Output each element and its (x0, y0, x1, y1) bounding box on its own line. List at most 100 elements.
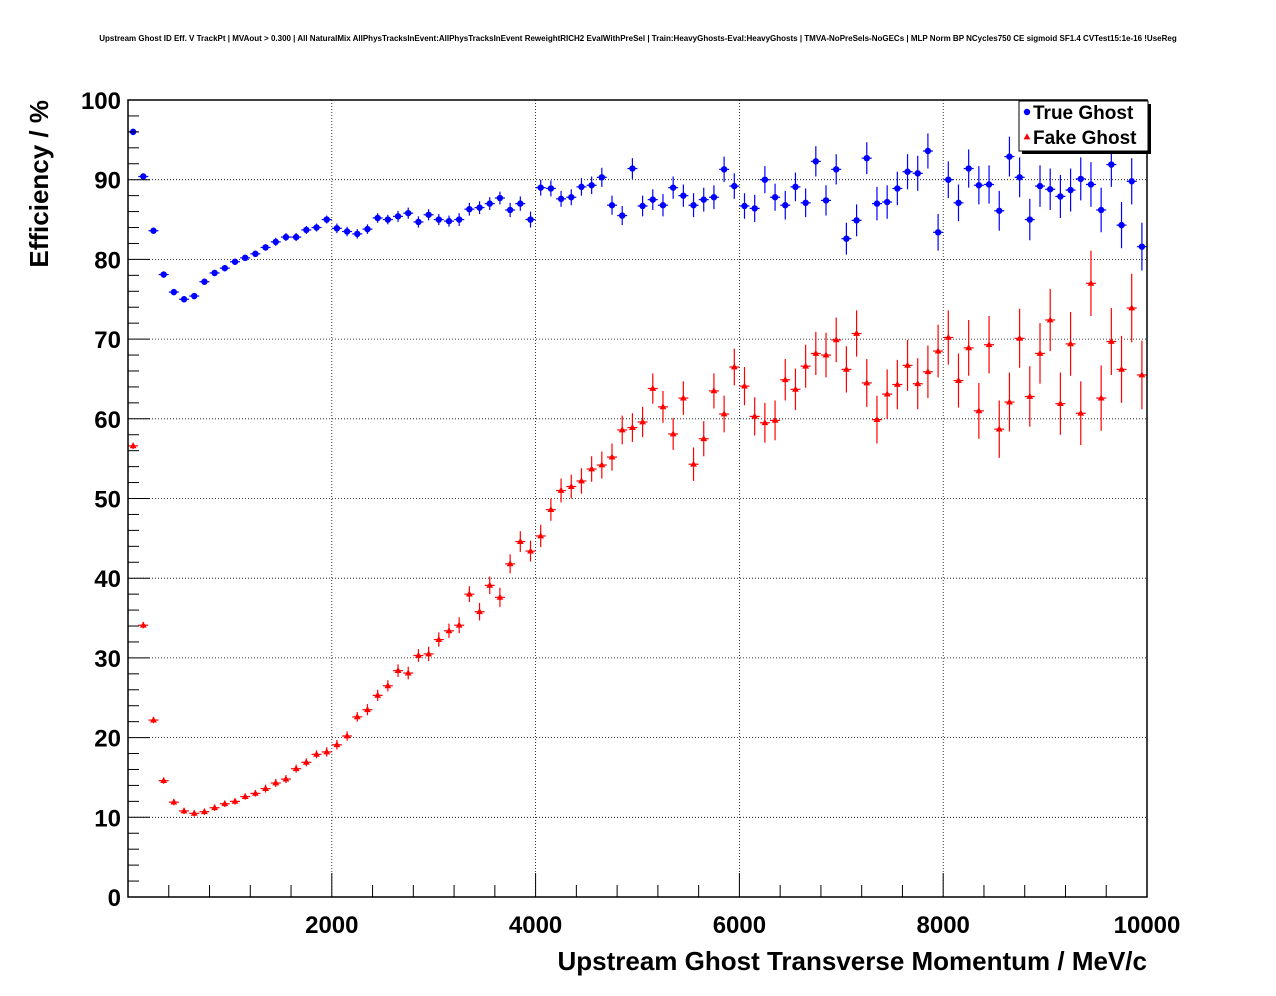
true-ghost-point (282, 233, 290, 241)
true-ghost-point (180, 296, 188, 303)
true-ghost-point (802, 199, 809, 207)
true-ghost-point (629, 165, 636, 172)
true-ghost-point (1006, 153, 1013, 160)
fake-ghost-point (669, 430, 677, 437)
fake-ghost-point (955, 376, 962, 383)
fake-ghost-point (781, 376, 789, 383)
fake-ghost-point (415, 651, 422, 658)
y-tick-label: 20 (94, 726, 121, 753)
fake-ghost-point (537, 532, 545, 539)
fake-ghost-point (547, 506, 555, 513)
true-ghost-point (466, 205, 473, 213)
fake-ghost-point (1067, 340, 1074, 347)
true-ghost-point (405, 209, 412, 217)
fake-ghost-point (720, 410, 728, 417)
true-ghost-point (904, 168, 911, 175)
fake-ghost-point (588, 465, 596, 472)
y-tick-label: 80 (94, 247, 121, 274)
fake-ghost-point (924, 368, 932, 375)
plot-frame (127, 99, 1148, 898)
true-ghost-point (506, 206, 514, 214)
fake-ghost-point (435, 635, 443, 642)
true-ghost-point (843, 235, 850, 242)
true-ghost-point (822, 197, 830, 204)
fake-ghost-point (853, 329, 860, 336)
fake-ghost-point (527, 547, 534, 554)
fake-ghost-point (1036, 349, 1044, 356)
true-ghost-point (394, 213, 402, 220)
true-ghost-point (231, 258, 239, 265)
fake-ghost-point (659, 403, 667, 410)
true-ghost-point (1067, 186, 1074, 194)
true-ghost-point (568, 194, 575, 201)
true-ghost-point (873, 200, 881, 207)
true-ghost-point (669, 184, 677, 191)
fake-ghost-point (455, 621, 463, 628)
true-ghost-point (1087, 181, 1095, 188)
fake-ghost-point (292, 765, 300, 772)
fake-ghost-point (190, 809, 198, 816)
x-axis-label: Upstream Ghost Transverse Momentum / MeV… (557, 946, 1147, 976)
true-ghost-point (659, 202, 667, 209)
axis-ticks (128, 99, 1148, 898)
true-ghost-point (649, 196, 656, 203)
fake-ghost-point (557, 486, 565, 493)
fake-ghost-point (649, 384, 657, 391)
fake-ghost-point (934, 347, 942, 354)
true-ghost-point (578, 183, 585, 191)
fake-ghost-point (262, 785, 269, 792)
true-ghost-point (985, 181, 993, 188)
true-ghost-point (924, 147, 932, 155)
chart-title: Upstream Ghost ID Eff. V TrackPt | MVAou… (99, 34, 1177, 43)
fake-ghost-point (1087, 279, 1095, 286)
error-bars (128, 128, 1147, 817)
true-ghost-point (486, 200, 493, 207)
fake-ghost-point (842, 365, 850, 372)
true-ghost-point (792, 183, 799, 191)
fake-ghost-point (639, 418, 646, 425)
true-ghost-point (1138, 243, 1146, 250)
fake-ghost-point (506, 560, 514, 567)
fake-ghost-point (567, 482, 575, 489)
y-tick-label: 90 (94, 168, 121, 195)
fake-ghost-point (1056, 400, 1064, 407)
y-axis-label: Efficiency / % (24, 100, 54, 268)
true-ghost-point (598, 174, 606, 181)
grid-lines (128, 100, 1147, 897)
legend: True Ghost Fake Ghost (1018, 100, 1151, 154)
fake-ghost-point (761, 419, 769, 426)
fake-ghost-point (578, 477, 585, 484)
y-tick-label: 0 (108, 885, 121, 912)
true-ghost-point (537, 184, 544, 191)
true-ghost-point (455, 216, 463, 223)
fake-ghost-point (170, 798, 178, 805)
y-tick-label: 10 (94, 805, 121, 832)
true-ghost-point (741, 202, 748, 210)
true-ghost-point (1026, 216, 1034, 223)
tick-labels: 0 10 20 30 40 50 60 70 80 90 100 2000 4000 6000 8000 10… (81, 88, 1180, 939)
y-tick-label: 50 (94, 487, 121, 514)
true-ghost-point (476, 204, 483, 211)
true-ghost-point (292, 233, 300, 241)
true-ghost-point (608, 202, 616, 209)
fake-ghost-point (1128, 304, 1136, 311)
fake-ghost-point (1077, 409, 1085, 416)
fake-ghost-point (313, 750, 320, 757)
fake-ghost-point (333, 741, 341, 748)
fake-ghost-point (690, 460, 697, 467)
fake-ghost-point (832, 336, 840, 343)
true-ghost-point (211, 269, 218, 277)
true-ghost-point (975, 182, 983, 189)
fake-ghost-point (465, 590, 473, 597)
true-ghost-point (955, 199, 962, 207)
data-markers (129, 128, 1146, 816)
y-tick-label: 70 (94, 327, 121, 354)
true-ghost-point (965, 165, 972, 172)
fake-ghost-point (364, 706, 371, 713)
x-tick-label: 10000 (1114, 912, 1181, 939)
true-ghost-point (517, 200, 524, 207)
true-ghost-point (894, 185, 901, 192)
true-ghost-point (445, 217, 453, 225)
fake-ghost-point (384, 682, 392, 689)
fake-ghost-point (139, 621, 147, 628)
